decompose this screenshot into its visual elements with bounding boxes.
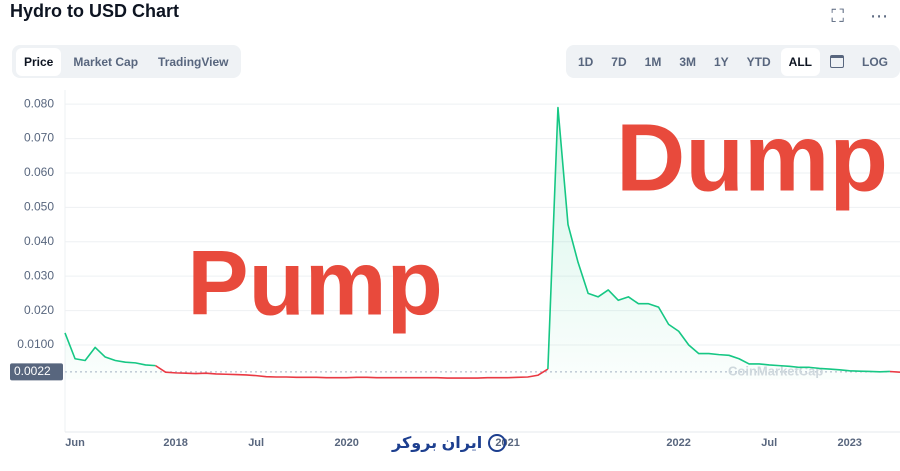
price-line <box>889 370 900 373</box>
price-line <box>64 332 156 367</box>
chart-title: Hydro to USD Chart <box>10 1 180 21</box>
price-line <box>547 106 890 373</box>
x-tick-label: Jul <box>761 437 777 449</box>
y-tick-label: 0.0100 <box>17 337 54 351</box>
more-icon[interactable]: ⋯ <box>870 6 888 26</box>
range-button[interactable]: ALL <box>780 47 820 76</box>
range-button[interactable]: 1D <box>577 54 594 69</box>
y-tick-label: 0.020 <box>24 303 54 317</box>
range-button[interactable]: 7D <box>611 54 627 69</box>
footer-watermark: ایران بروکر <box>392 433 507 453</box>
tab-group: Price Market Cap TradingView <box>12 45 241 78</box>
y-tick-label: 0.060 <box>24 165 54 179</box>
range-group: 1D 7D 1M 3M 1Y YTD ALL LOG <box>565 45 900 78</box>
watermark-text: ایران بروکر <box>392 435 483 452</box>
range-button[interactable]: 1Y <box>713 54 729 69</box>
x-tick-label: Jun <box>65 437 85 449</box>
annotation: Dump <box>616 104 888 211</box>
x-tick-label: 2020 <box>334 437 358 449</box>
y-tick-label: 0.040 <box>24 234 54 248</box>
price-line <box>155 364 549 379</box>
fullscreen-icon[interactable]: ⛶ <box>831 6 844 26</box>
calendar-button[interactable] <box>830 55 844 68</box>
watermark-logo <box>488 434 507 452</box>
x-tick-label: Jul <box>248 437 264 449</box>
range-button[interactable]: YTD <box>746 54 771 69</box>
tab[interactable]: TradingView <box>158 54 229 69</box>
y-tick-label: 0.030 <box>24 268 54 282</box>
annotation: Pump <box>187 232 443 334</box>
x-tick-label: 2023 <box>837 437 861 449</box>
range-button[interactable]: 3M <box>679 54 696 69</box>
toolbar-icons: ⛶ ⋯ <box>831 6 888 27</box>
y-tick-label: 0.070 <box>24 131 54 145</box>
x-tick-label: 2018 <box>163 437 187 449</box>
log-button[interactable]: LOG <box>862 54 888 69</box>
tab[interactable]: Market Cap <box>73 54 139 69</box>
tab[interactable]: Price <box>16 47 62 76</box>
current-price-box <box>10 363 63 381</box>
y-tick-label: 0.080 <box>24 96 54 110</box>
range-button[interactable]: 1M <box>644 54 662 69</box>
y-tick-label: 0.050 <box>24 200 54 214</box>
current-price-label: 0.0022 <box>14 364 51 378</box>
x-tick-label: 2022 <box>666 437 690 449</box>
